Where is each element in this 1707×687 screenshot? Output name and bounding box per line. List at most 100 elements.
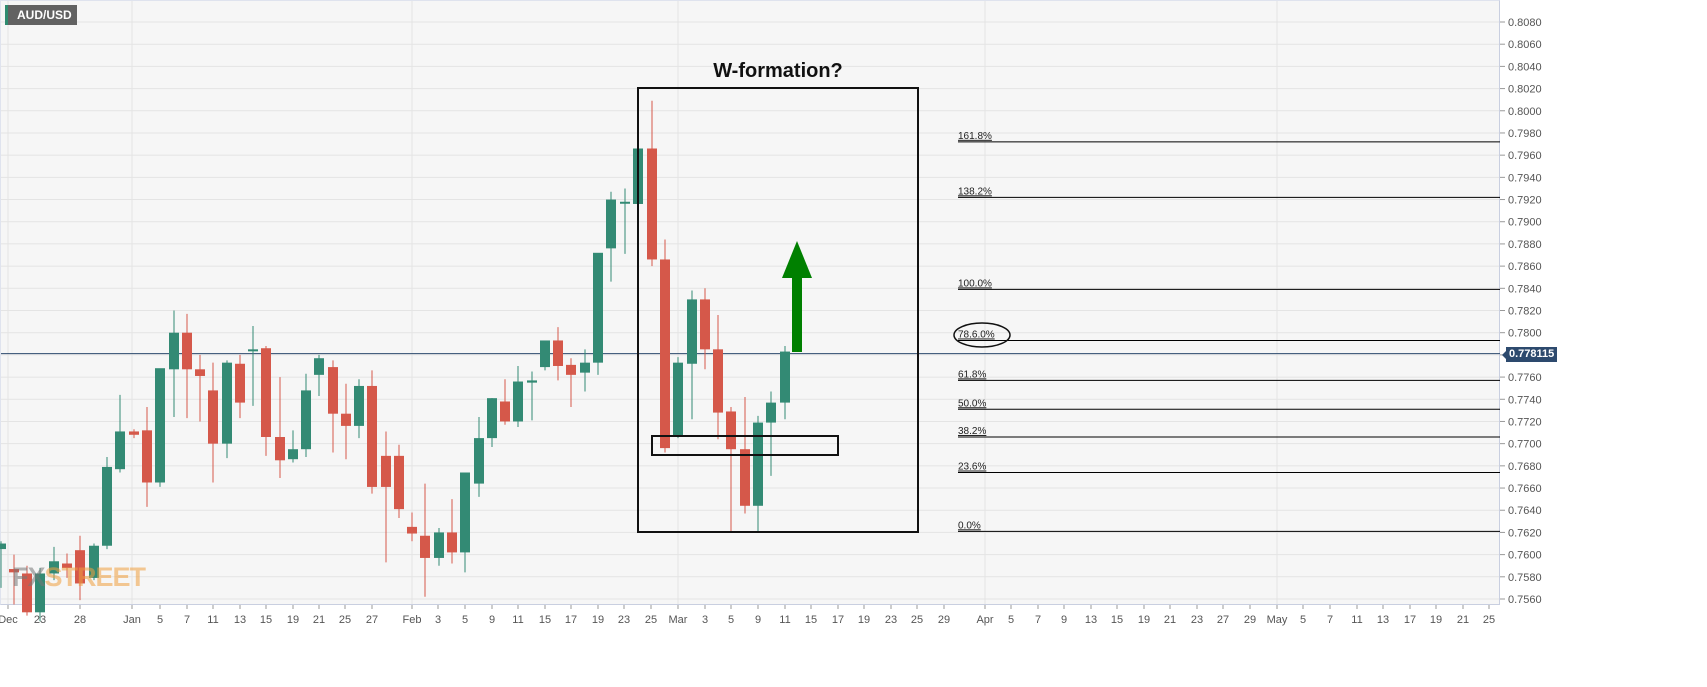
candle-bearish[interactable]	[447, 532, 457, 553]
candle-bullish[interactable]	[513, 381, 523, 422]
candle-bearish[interactable]	[566, 364, 576, 375]
y-axis-label: 0.7580	[1508, 572, 1542, 584]
x-axis-label: 7	[184, 614, 190, 626]
candle-bullish[interactable]	[780, 351, 790, 403]
candle-bullish[interactable]	[248, 349, 258, 352]
candle-bearish[interactable]	[208, 390, 218, 444]
candle-bearish[interactable]	[182, 332, 192, 370]
y-axis-label: 0.7760	[1508, 372, 1542, 384]
x-axis-label: 3	[702, 614, 708, 626]
current-price-tag: 0.778115	[1501, 347, 1558, 362]
candle-bullish[interactable]	[301, 390, 311, 450]
candle-bullish[interactable]	[673, 362, 683, 437]
x-axis-label: 13	[1377, 614, 1389, 626]
y-axis-label: 0.8040	[1508, 61, 1542, 73]
candle-bearish[interactable]	[726, 411, 736, 450]
candle-bullish[interactable]	[753, 422, 763, 506]
candle-bearish[interactable]	[22, 573, 32, 613]
candle-bullish[interactable]	[540, 340, 550, 368]
x-axis-label: 19	[287, 614, 299, 626]
candle-bearish[interactable]	[235, 363, 245, 403]
candle-bearish[interactable]	[381, 455, 391, 487]
candle-bullish[interactable]	[687, 299, 697, 364]
candle-bearish[interactable]	[647, 148, 657, 260]
fib-786-highlight-ellipse	[953, 322, 1011, 348]
fxstreet-watermark: FXSTREET	[12, 562, 146, 593]
candle-bullish[interactable]	[222, 362, 232, 444]
y-axis-label: 0.7860	[1508, 261, 1542, 273]
w-formation-box[interactable]	[637, 87, 919, 533]
x-axis-label: 25	[911, 614, 923, 626]
candle-bullish[interactable]	[0, 543, 6, 550]
candle-bearish[interactable]	[328, 367, 338, 414]
candle-bullish[interactable]	[527, 380, 537, 383]
candle-bullish[interactable]	[49, 561, 59, 574]
y-axis-label: 0.7840	[1508, 283, 1542, 295]
y-axis-label: 0.7740	[1508, 394, 1542, 406]
candle-bullish[interactable]	[314, 358, 324, 375]
support-zone-box[interactable]	[651, 435, 839, 456]
candle-bullish[interactable]	[434, 532, 444, 558]
candle-bullish[interactable]	[354, 385, 364, 426]
candle-bearish[interactable]	[261, 348, 271, 437]
candle-bearish[interactable]	[420, 535, 430, 558]
candle-bearish[interactable]	[367, 385, 377, 487]
candle-bullish[interactable]	[474, 438, 484, 484]
x-axis-label: May	[1267, 614, 1288, 626]
y-axis-label: 0.7980	[1508, 128, 1542, 140]
y-axis-label: 0.8020	[1508, 84, 1542, 96]
x-axis-label: 19	[1138, 614, 1150, 626]
y-axis-label: 0.7680	[1508, 461, 1542, 473]
x-axis-label: 25	[339, 614, 351, 626]
y-axis-label: 0.7620	[1508, 527, 1542, 539]
candle-bullish[interactable]	[288, 449, 298, 460]
y-axis-label: 0.7960	[1508, 150, 1542, 162]
symbol-label: AUD/USD	[5, 5, 77, 25]
candle-bullish[interactable]	[606, 199, 616, 249]
x-axis-label: 21	[313, 614, 325, 626]
candle-bullish[interactable]	[487, 398, 497, 439]
candle-bearish[interactable]	[394, 455, 404, 510]
candle-bearish[interactable]	[129, 431, 139, 435]
candle-bearish[interactable]	[500, 401, 510, 422]
candle-bullish[interactable]	[593, 252, 603, 363]
candle-bearish[interactable]	[713, 349, 723, 413]
candle-bearish[interactable]	[553, 340, 563, 366]
x-axis-label: 9	[755, 614, 761, 626]
candle-bearish[interactable]	[407, 526, 417, 534]
candle-bearish[interactable]	[9, 569, 19, 573]
candle-bearish[interactable]	[75, 550, 85, 584]
x-axis-label: 23	[618, 614, 630, 626]
candle-bullish[interactable]	[35, 573, 45, 613]
candle-bullish[interactable]	[155, 368, 165, 483]
x-axis-label: 15	[260, 614, 272, 626]
candle-bearish[interactable]	[740, 449, 750, 506]
x-axis-label: 13	[234, 614, 246, 626]
x-axis-label: 17	[565, 614, 577, 626]
x-axis-label: 11	[779, 614, 790, 626]
candle-bearish[interactable]	[275, 436, 285, 461]
candle-bullish[interactable]	[115, 431, 125, 470]
candle-bearish[interactable]	[195, 369, 205, 376]
y-axis-label: 0.7820	[1508, 306, 1542, 318]
candle-bullish[interactable]	[89, 545, 99, 578]
candle-bullish[interactable]	[169, 332, 179, 370]
x-axis-label: 9	[1061, 614, 1067, 626]
candle-bullish[interactable]	[580, 362, 590, 373]
candle-bullish[interactable]	[102, 466, 112, 546]
candle-bearish[interactable]	[341, 413, 351, 426]
candle-bullish[interactable]	[620, 201, 630, 204]
x-axis-label: 15	[1111, 614, 1123, 626]
candle-bearish[interactable]	[700, 299, 710, 350]
x-axis-label: 25	[645, 614, 657, 626]
candle-bearish[interactable]	[62, 563, 72, 568]
candle-bullish[interactable]	[766, 402, 776, 423]
candle-bullish[interactable]	[460, 472, 470, 553]
x-axis-label: 11	[1351, 614, 1362, 626]
x-axis-label: 3	[435, 614, 441, 626]
candle-bearish[interactable]	[142, 430, 152, 483]
candle-bearish[interactable]	[660, 259, 670, 449]
fib-level-label: 38.2%	[958, 426, 986, 437]
